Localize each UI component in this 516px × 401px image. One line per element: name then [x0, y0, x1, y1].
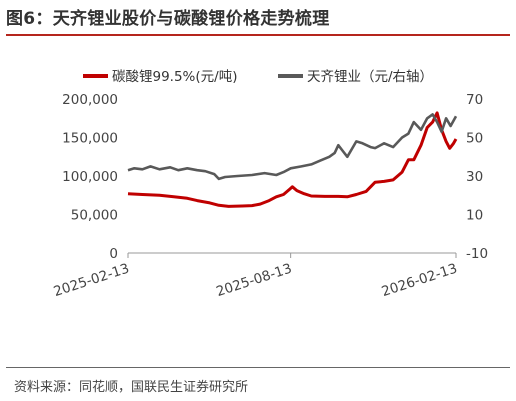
x-tick-label: 2026-02-13	[380, 261, 460, 300]
legend: 碳酸锂99.5%(元/吨) 天齐锂业（元/右轴）	[83, 69, 433, 85]
left-tick-label: 150,000	[62, 131, 118, 147]
chart-title: 图6：天齐锂业股价与碳酸锂价格走势梳理	[6, 9, 330, 29]
right-tick-label: 30	[466, 169, 483, 185]
left-tick-label: 0	[109, 246, 118, 262]
right-tick-label: 50	[466, 131, 483, 147]
x-tick-label: 2025-08-13	[214, 261, 294, 300]
legend-label-lithium-carbonate: 碳酸锂99.5%(元/吨)	[112, 69, 237, 85]
legend-label-tianqi: 天齐锂业（元/右轴）	[307, 69, 433, 85]
right-axis-ticks: 70 50 30 10 -10	[466, 92, 488, 262]
right-tick-label: 10	[466, 208, 483, 224]
series-line-tianqi	[127, 113, 458, 181]
right-tick-label: -10	[466, 246, 488, 262]
x-tick-label: 2025-02-13	[52, 261, 132, 300]
title-rule	[6, 34, 510, 36]
left-axis-ticks: 200,000 150,000 100,000 50,000 0	[62, 92, 118, 262]
source-note: 资料来源：同花顺，国联民生证券研究所	[14, 380, 249, 395]
series-line-lithium-carbonate	[127, 111, 458, 208]
left-tick-label: 50,000	[71, 208, 118, 224]
series-layer	[127, 111, 458, 208]
left-tick-label: 100,000	[62, 169, 118, 185]
chart: 碳酸锂99.5%(元/吨) 天齐锂业（元/右轴） 200,000 150,000 1…	[52, 69, 488, 300]
right-tick-label: 70	[466, 92, 483, 108]
footer-rule	[6, 367, 510, 368]
left-tick-label: 200,000	[62, 92, 118, 108]
